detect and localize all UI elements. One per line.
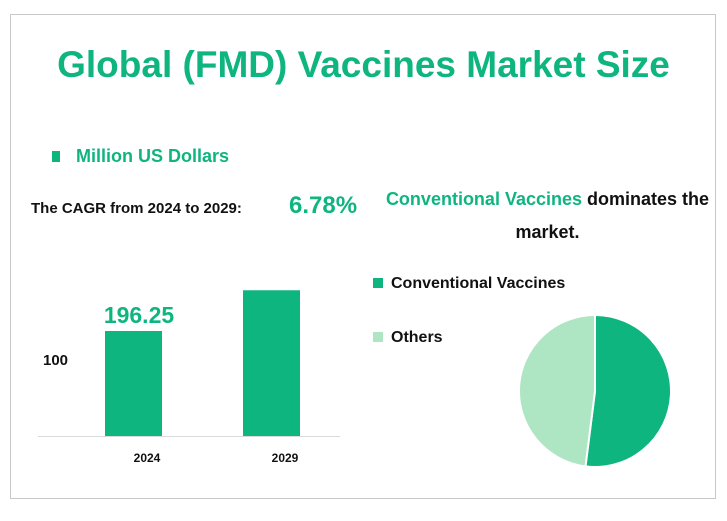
pie-legend-others: Others [373,329,443,347]
bar-2029 [243,290,300,436]
unit-label: Million US Dollars [76,146,230,166]
unit-legend: Million US Dollars [52,146,229,167]
y-tick-label: 100 [43,352,68,369]
pie-slice-others [518,313,596,468]
page-title: Global (FMD) Vaccines Market Size [57,44,670,85]
chart-frame [10,14,716,499]
legend-label: Conventional Vaccines [391,275,566,292]
legend-label: Others [391,329,443,346]
pie-legend-conventional: Conventional Vaccines [373,275,565,293]
legend-swatch [373,332,383,342]
legend-swatch [373,278,383,288]
pie-slice-conventional-vaccines [584,313,672,468]
legend-swatch [52,151,60,162]
dominant-segment: Conventional Vaccines [385,189,583,209]
cagr-label: The CAGR from 2024 to 2029: [31,200,242,217]
x-tick-label: 2024 [134,451,161,465]
dominance-text: Conventional Vaccines dominates the mark… [380,183,715,249]
x-tick-label: 2029 [272,451,299,465]
cagr-value: 6.78% [289,192,358,219]
bar-2024 [105,331,162,436]
data-label: 196.25 [104,302,175,328]
dominance-rest: dominates the market. [515,189,710,242]
